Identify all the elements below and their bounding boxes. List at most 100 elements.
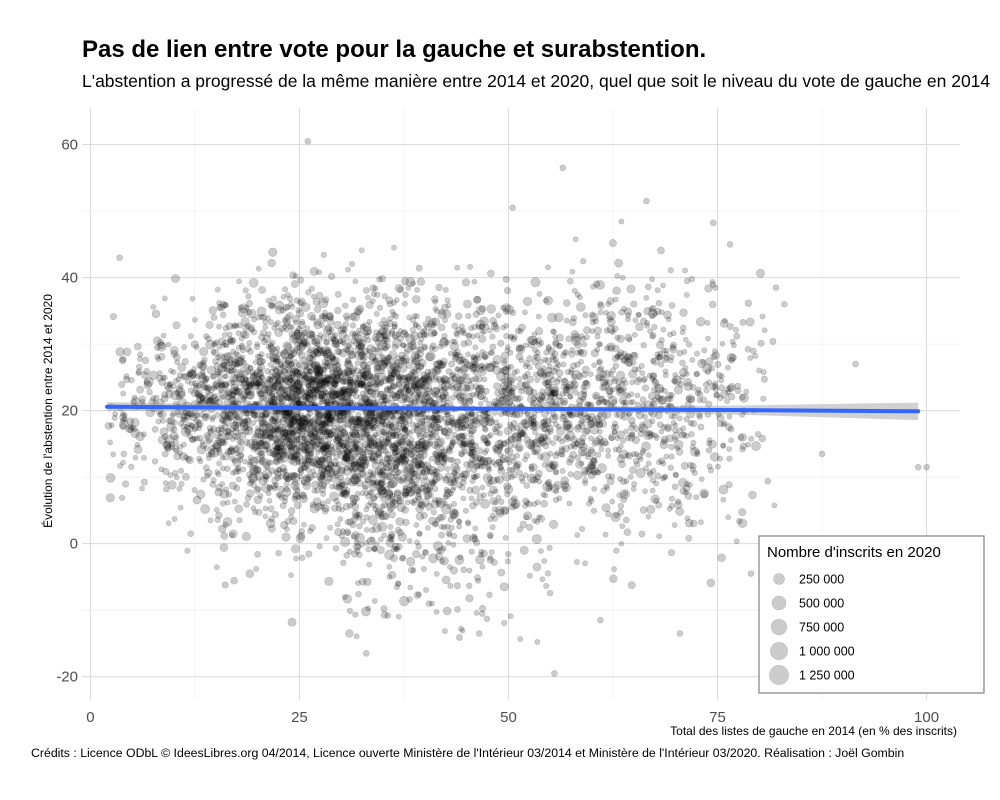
data-point [410, 500, 417, 507]
data-point [417, 461, 425, 469]
data-point [395, 580, 402, 587]
data-point [460, 437, 470, 447]
data-point [307, 458, 315, 465]
data-point [313, 372, 320, 379]
data-point [240, 359, 248, 366]
data-point [663, 347, 670, 354]
data-point [738, 432, 748, 442]
data-point [469, 456, 476, 464]
data-point [389, 308, 396, 315]
data-point [572, 470, 583, 480]
data-point [420, 469, 427, 476]
data-point [426, 486, 433, 493]
data-point [375, 415, 382, 421]
data-point [709, 452, 720, 462]
data-point [550, 440, 556, 446]
data-point [119, 422, 127, 431]
data-point [343, 448, 351, 456]
data-point [221, 361, 227, 368]
data-point [163, 486, 170, 493]
data-point [415, 441, 424, 450]
data-point [428, 553, 439, 564]
data-point [393, 457, 402, 466]
data-point [291, 315, 300, 323]
data-point [522, 497, 530, 505]
data-point [683, 484, 691, 493]
data-point [420, 477, 431, 488]
data-point [427, 430, 435, 437]
data-point [431, 520, 439, 528]
data-point [359, 448, 367, 456]
data-point [410, 567, 417, 574]
data-point [372, 503, 379, 509]
data-point [240, 365, 247, 372]
data-point [510, 336, 518, 343]
data-point [486, 531, 494, 539]
data-point [478, 334, 487, 343]
data-point [346, 607, 354, 615]
data-point [403, 357, 410, 364]
data-point [274, 305, 284, 315]
data-point [250, 505, 257, 512]
data-point [191, 423, 200, 431]
data-point [382, 438, 390, 446]
data-point [737, 518, 748, 528]
data-point [237, 428, 244, 435]
data-point [324, 465, 333, 473]
data-point [395, 517, 405, 526]
data-point [566, 500, 573, 507]
data-point [471, 411, 479, 419]
data-point [473, 539, 481, 547]
data-point [761, 327, 768, 334]
data-point [269, 392, 276, 399]
data-point [719, 319, 729, 328]
data-point [405, 556, 416, 567]
data-point [224, 448, 233, 456]
data-point [568, 369, 574, 376]
data-point [300, 521, 307, 528]
data-point [629, 399, 636, 405]
data-point [316, 381, 323, 388]
data-point [364, 475, 373, 484]
data-point [350, 457, 359, 466]
data-point [683, 377, 693, 387]
data-point [642, 465, 649, 472]
data-point [535, 313, 542, 320]
data-point [407, 488, 416, 497]
data-point [502, 506, 510, 514]
data-point [416, 394, 426, 404]
data-point [582, 312, 589, 319]
data-point [728, 437, 735, 444]
data-point [371, 546, 378, 553]
data-point [485, 410, 492, 417]
data-point [245, 416, 252, 423]
data-point [270, 413, 279, 422]
data-point [551, 389, 558, 397]
data-point [428, 455, 435, 462]
data-point [294, 435, 301, 442]
data-point [399, 474, 408, 483]
data-point [359, 361, 368, 370]
data-point [684, 515, 691, 522]
data-point [367, 373, 374, 380]
data-point [392, 412, 400, 420]
data-point [325, 411, 332, 418]
data-point [544, 379, 551, 386]
data-point [617, 476, 624, 482]
data-point [181, 358, 189, 366]
data-point [296, 386, 305, 395]
data-point [401, 393, 409, 401]
data-point [545, 366, 553, 374]
data-point [266, 448, 274, 457]
data-point [342, 594, 353, 604]
data-point [218, 524, 227, 534]
data-point [516, 429, 526, 438]
data-point [421, 466, 431, 476]
data-point [266, 422, 272, 429]
data-point [239, 347, 246, 354]
data-point [280, 349, 290, 359]
data-point [627, 473, 634, 480]
data-point [422, 549, 430, 557]
data-point [641, 441, 651, 452]
data-point [364, 294, 371, 301]
